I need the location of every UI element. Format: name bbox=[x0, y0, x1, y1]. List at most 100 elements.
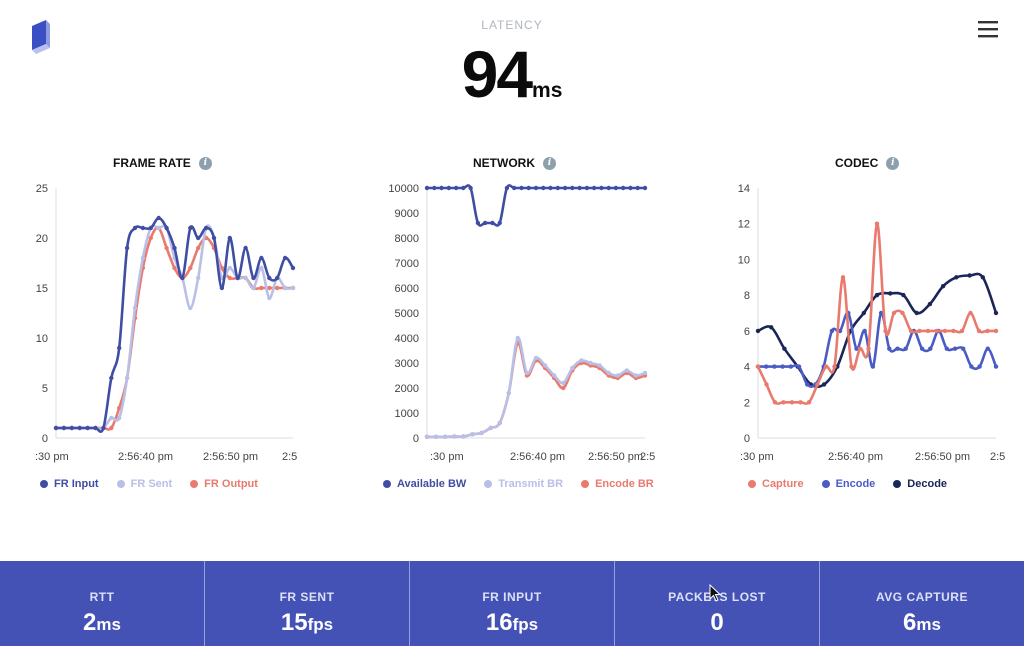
data-point-capture[interactable] bbox=[917, 328, 922, 334]
data-point-fr-input[interactable] bbox=[290, 265, 296, 271]
data-point-transmit-br[interactable] bbox=[552, 373, 557, 378]
data-point-fr-input[interactable] bbox=[132, 225, 138, 231]
data-point-decode[interactable] bbox=[993, 310, 999, 316]
data-point-decode[interactable] bbox=[914, 310, 919, 316]
data-point-encode[interactable] bbox=[985, 346, 990, 351]
data-point-available-bw[interactable] bbox=[635, 185, 640, 191]
data-point-capture[interactable] bbox=[959, 328, 965, 334]
data-point-encode[interactable] bbox=[878, 310, 884, 316]
data-point-capture[interactable] bbox=[874, 221, 880, 226]
data-point-encode[interactable] bbox=[928, 346, 933, 351]
data-point-fr-sent[interactable] bbox=[290, 285, 296, 291]
data-point-encode[interactable] bbox=[969, 364, 974, 369]
data-point-available-bw[interactable] bbox=[461, 185, 466, 191]
data-point-fr-input[interactable] bbox=[61, 425, 67, 431]
data-point-fr-input[interactable] bbox=[203, 225, 209, 231]
series-line-encode[interactable] bbox=[756, 311, 998, 388]
network-info-icon[interactable]: i bbox=[543, 156, 556, 170]
data-point-capture[interactable] bbox=[942, 328, 948, 334]
data-point-encode[interactable] bbox=[862, 328, 867, 334]
data-point-fr-sent[interactable] bbox=[227, 265, 232, 271]
data-point-decode[interactable] bbox=[821, 382, 827, 387]
data-point-encode[interactable] bbox=[919, 346, 925, 351]
data-point-capture[interactable] bbox=[789, 400, 795, 405]
data-point-available-bw[interactable] bbox=[628, 185, 633, 191]
data-point-fr-input[interactable] bbox=[101, 425, 106, 431]
data-point-capture[interactable] bbox=[968, 310, 973, 316]
data-point-transmit-br[interactable] bbox=[488, 425, 493, 431]
data-point-transmit-br[interactable] bbox=[443, 434, 448, 439]
data-point-fr-output[interactable] bbox=[267, 285, 272, 291]
data-point-fr-input[interactable] bbox=[282, 255, 288, 261]
data-point-fr-input[interactable] bbox=[259, 255, 264, 261]
data-point-capture[interactable] bbox=[900, 310, 905, 316]
data-point-available-bw[interactable] bbox=[432, 185, 437, 191]
cube-logo-icon[interactable] bbox=[28, 20, 54, 54]
data-point-transmit-br[interactable] bbox=[561, 380, 566, 386]
data-point-encode-br[interactable] bbox=[561, 385, 566, 391]
data-point-fr-output[interactable] bbox=[148, 235, 153, 241]
data-point-fr-input[interactable] bbox=[227, 235, 232, 241]
data-point-transmit-br[interactable] bbox=[506, 390, 511, 396]
data-point-decode[interactable] bbox=[954, 275, 959, 280]
data-point-available-bw[interactable] bbox=[642, 185, 648, 191]
data-point-capture[interactable] bbox=[951, 328, 956, 334]
data-point-transmit-br[interactable] bbox=[533, 355, 539, 361]
legend-encode[interactable]: Encode bbox=[821, 478, 875, 490]
data-point-fr-output[interactable] bbox=[188, 265, 193, 271]
data-point-fr-input[interactable] bbox=[251, 275, 256, 281]
data-point-available-bw[interactable] bbox=[570, 185, 575, 191]
data-point-capture[interactable] bbox=[755, 364, 761, 369]
data-point-fr-sent[interactable] bbox=[282, 285, 288, 291]
data-point-transmit-br[interactable] bbox=[579, 358, 584, 363]
data-point-encode[interactable] bbox=[895, 346, 900, 351]
data-point-available-bw[interactable] bbox=[541, 185, 546, 191]
data-point-available-bw[interactable] bbox=[577, 185, 582, 191]
data-point-capture[interactable] bbox=[815, 382, 820, 387]
data-point-available-bw[interactable] bbox=[533, 185, 539, 191]
data-point-encode[interactable] bbox=[977, 364, 982, 369]
data-point-capture[interactable] bbox=[883, 328, 888, 334]
legend-fr-output[interactable]: FR Output bbox=[190, 478, 258, 490]
data-point-capture[interactable] bbox=[849, 364, 854, 369]
data-point-encode[interactable] bbox=[961, 346, 966, 351]
data-point-fr-input[interactable] bbox=[117, 345, 122, 351]
data-point-transmit-br[interactable] bbox=[633, 373, 639, 378]
data-point-fr-input[interactable] bbox=[85, 425, 90, 431]
data-point-capture[interactable] bbox=[840, 275, 846, 280]
legend-capture[interactable]: Capture bbox=[748, 478, 804, 490]
data-point-fr-input[interactable] bbox=[188, 225, 193, 231]
data-point-available-bw[interactable] bbox=[475, 220, 481, 226]
data-point-fr-input[interactable] bbox=[275, 275, 280, 281]
data-point-capture[interactable] bbox=[764, 382, 769, 387]
data-point-capture[interactable] bbox=[832, 364, 837, 369]
data-point-transmit-br[interactable] bbox=[515, 335, 520, 341]
data-point-fr-input[interactable] bbox=[219, 285, 225, 291]
series-line-capture[interactable] bbox=[756, 222, 998, 405]
data-point-transmit-br[interactable] bbox=[642, 370, 648, 376]
data-point-available-bw[interactable] bbox=[482, 220, 488, 226]
data-point-encode[interactable] bbox=[788, 364, 793, 369]
data-point-available-bw[interactable] bbox=[439, 185, 444, 191]
data-point-encode[interactable] bbox=[952, 346, 958, 351]
data-point-decode[interactable] bbox=[967, 273, 972, 278]
data-point-transmit-br[interactable] bbox=[461, 434, 466, 439]
data-point-encode[interactable] bbox=[772, 364, 777, 369]
data-point-available-bw[interactable] bbox=[599, 185, 604, 191]
data-point-capture[interactable] bbox=[866, 346, 871, 351]
data-point-decode[interactable] bbox=[861, 310, 866, 316]
data-point-available-bw[interactable] bbox=[606, 185, 611, 191]
data-point-fr-sent[interactable] bbox=[259, 265, 264, 271]
data-point-fr-output[interactable] bbox=[259, 285, 264, 291]
data-point-fr-output[interactable] bbox=[117, 405, 122, 411]
data-point-fr-output[interactable] bbox=[275, 285, 280, 291]
data-point-transmit-br[interactable] bbox=[497, 420, 502, 426]
data-point-fr-input[interactable] bbox=[148, 225, 153, 231]
data-point-fr-sent[interactable] bbox=[156, 225, 161, 231]
data-point-fr-sent[interactable] bbox=[188, 305, 193, 311]
legend-available-bw[interactable]: Available BW bbox=[383, 478, 466, 490]
data-point-fr-input[interactable] bbox=[109, 375, 114, 381]
data-point-transmit-br[interactable] bbox=[624, 368, 629, 373]
data-point-capture[interactable] bbox=[891, 310, 897, 316]
hamburger-menu-icon[interactable] bbox=[976, 18, 1000, 40]
